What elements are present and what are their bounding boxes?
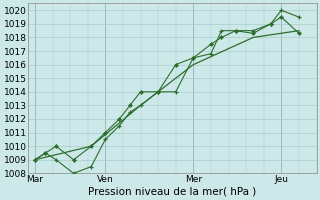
X-axis label: Pression niveau de la mer( hPa ): Pression niveau de la mer( hPa ) [88, 187, 256, 197]
